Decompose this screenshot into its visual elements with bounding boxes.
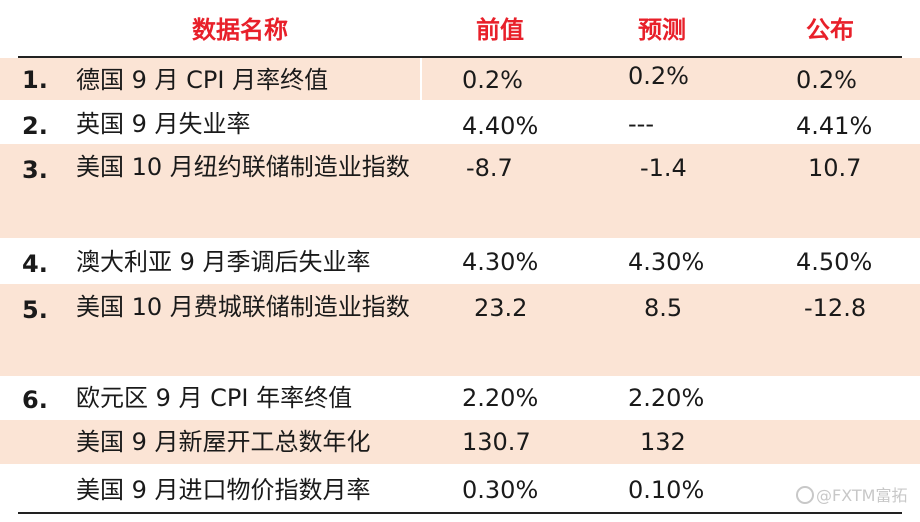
table-row: 6. 欧元区 9 月 CPI 年率终值 2.20% 2.20% [0, 376, 920, 420]
row-name: 澳大利亚 9 月季调后失业率 [76, 248, 371, 276]
row-name: 英国 9 月失业率 [76, 110, 251, 138]
table-row: 5. 美国 10 月费城联储制造业指数 23.2 8.5 -12.8 [0, 284, 920, 376]
header-prev: 前值 [476, 16, 524, 44]
row-actual: 0.2% [796, 66, 857, 94]
row-name: 德国 9 月 CPI 月率终值 [76, 66, 329, 94]
row-prev: 23.2 [474, 294, 528, 322]
row-forecast: 4.30% [628, 248, 705, 276]
row-forecast: 0.10% [628, 476, 705, 504]
table-row: 2. 英国 9 月失业率 4.40% --- 4.41% [0, 100, 920, 144]
row-index: 1. [22, 66, 48, 94]
header-top-rule [18, 56, 902, 58]
table-header-row: 数据名称 前值 预测 公布 [0, 0, 920, 56]
row-index: 2. [22, 112, 48, 140]
row-name: 美国 10 月费城联储制造业指数 [76, 293, 410, 321]
row-name: 美国 9 月新屋开工总数年化 [76, 428, 371, 456]
row-index: 4. [22, 250, 48, 278]
row-forecast: --- [628, 110, 654, 138]
row-prev: -8.7 [466, 154, 513, 182]
row-forecast: -1.4 [640, 154, 687, 182]
row-actual: -12.8 [804, 294, 867, 322]
row-actual: 4.41% [796, 112, 873, 140]
row-actual: 4.50% [796, 248, 873, 276]
row-forecast: 8.5 [644, 294, 683, 322]
watermark: @FXTM富拓 [796, 482, 907, 506]
row-prev: 130.7 [462, 428, 531, 456]
table-row: 3. 美国 10 月纽约联储制造业指数 -8.7 -1.4 10.7 [0, 144, 920, 238]
header-actual: 公布 [806, 16, 854, 44]
table-row: 4. 澳大利亚 9 月季调后失业率 4.30% 4.30% 4.50% [0, 238, 920, 284]
header-name: 数据名称 [192, 16, 288, 44]
header-forecast: 预测 [638, 16, 686, 44]
watermark-logo-icon [796, 486, 814, 504]
table-row: 美国 9 月新屋开工总数年化 130.7 132 [0, 420, 920, 464]
table-row: 1. 德国 9 月 CPI 月率终值 0.2% 0.2% 0.2% [0, 58, 920, 100]
row-name: 美国 9 月进口物价指数月率 [76, 476, 371, 504]
watermark-text: @FXTM富拓 [816, 486, 908, 505]
row-forecast: 2.20% [628, 384, 705, 412]
table-row: 美国 9 月进口物价指数月率 0.30% 0.10% [0, 464, 920, 512]
row-name: 欧元区 9 月 CPI 年率终值 [76, 384, 353, 412]
row-index: 6. [22, 386, 48, 414]
table-bottom-rule [18, 512, 902, 514]
row-forecast: 132 [640, 428, 686, 456]
row-prev: 0.2% [462, 66, 523, 94]
row-name: 美国 10 月纽约联储制造业指数 [76, 153, 410, 181]
row-prev: 2.20% [462, 384, 539, 412]
row-index: 5. [22, 296, 48, 324]
row-actual: 10.7 [808, 154, 862, 182]
row-prev: 4.40% [462, 112, 539, 140]
row-index: 3. [22, 156, 48, 184]
row-forecast: 0.2% [628, 62, 689, 90]
row-prev: 0.30% [462, 476, 539, 504]
row-prev: 4.30% [462, 248, 539, 276]
